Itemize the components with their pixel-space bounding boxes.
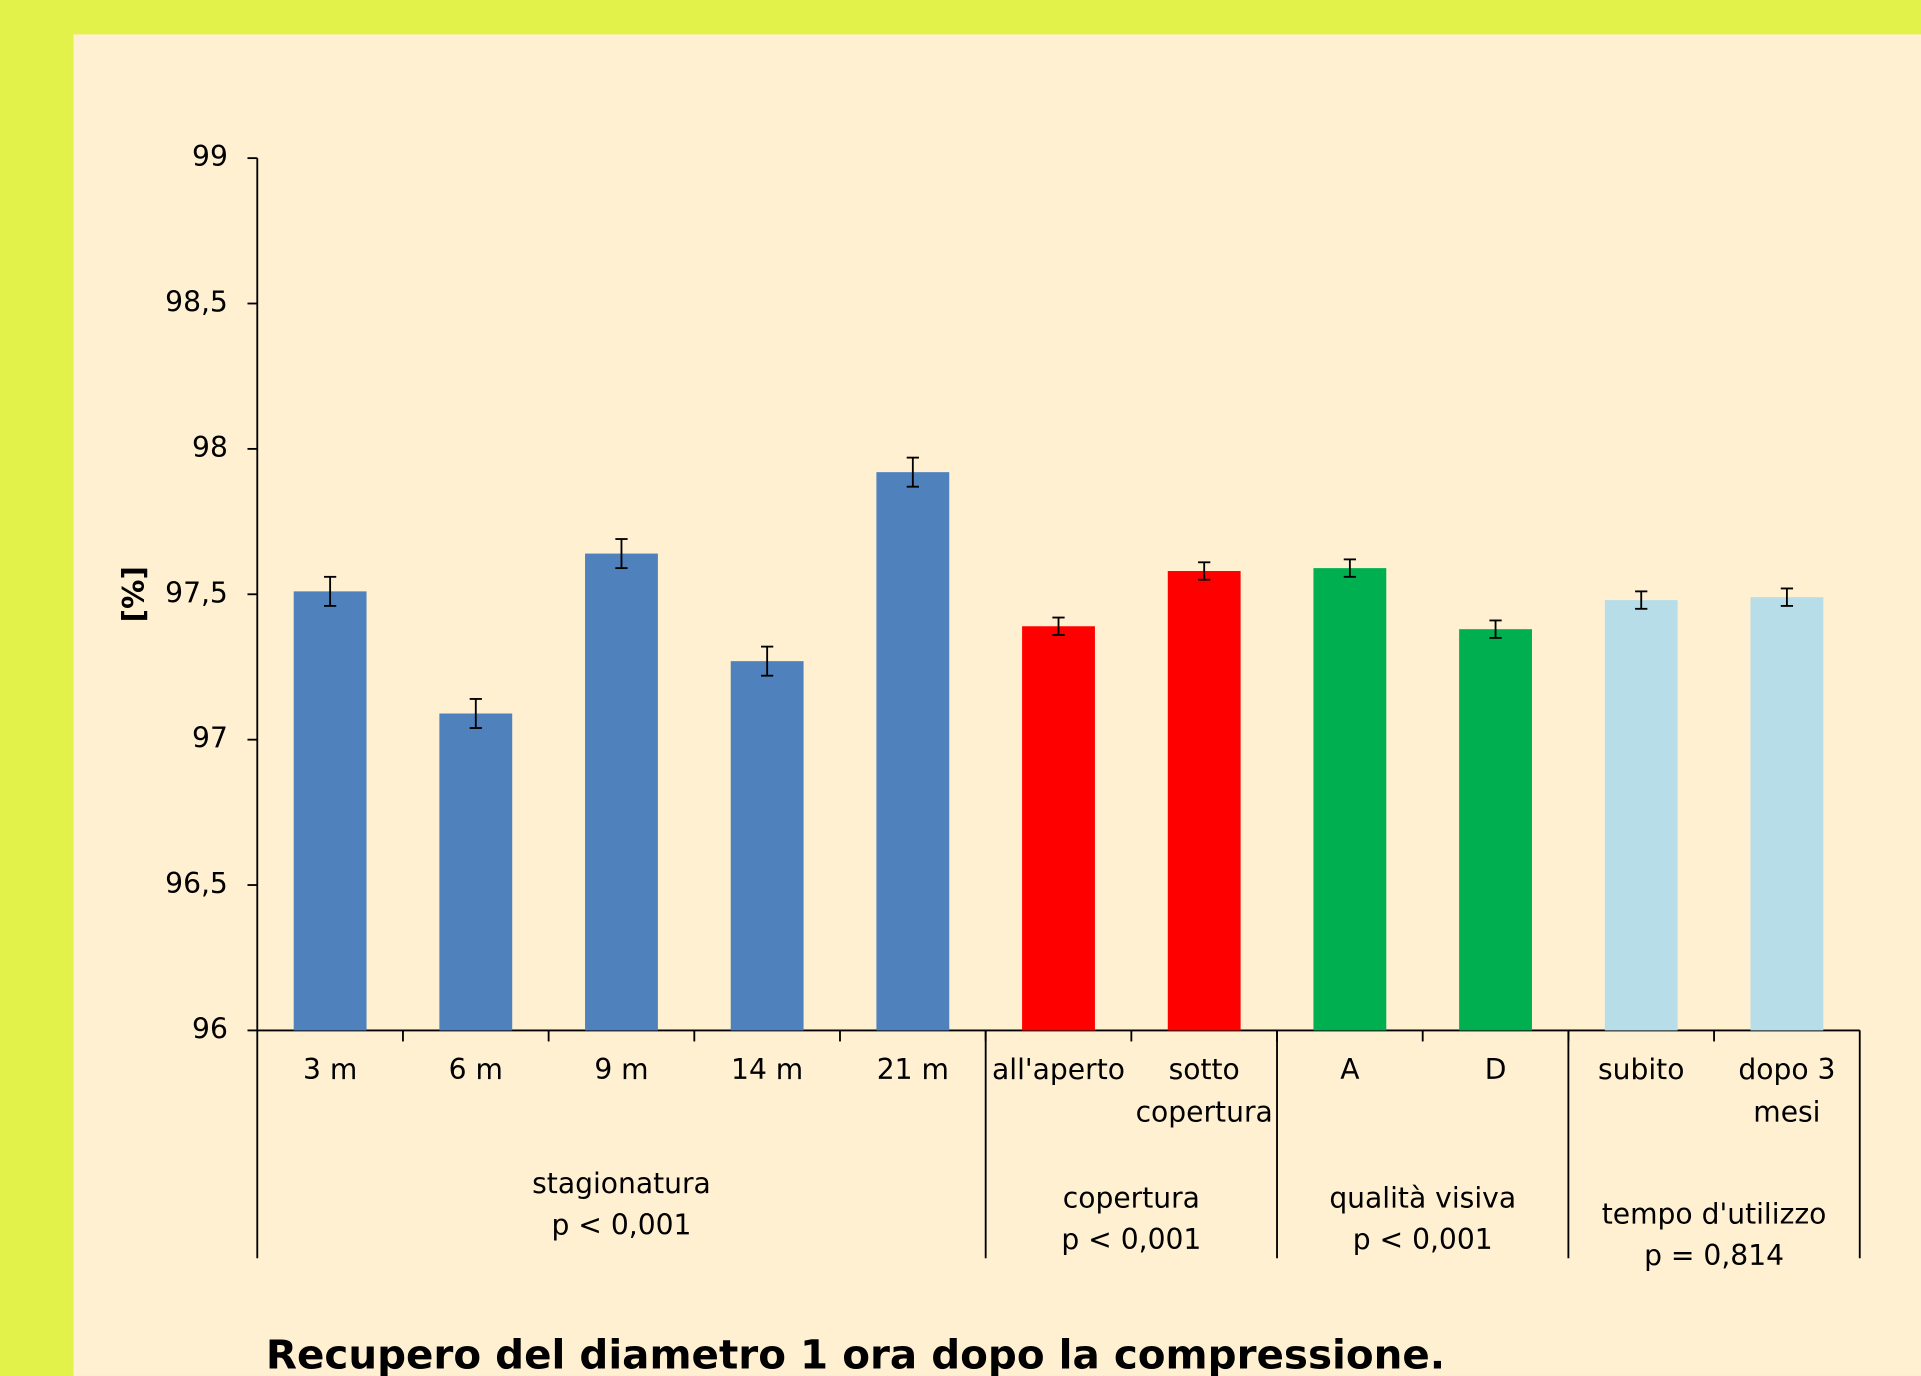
group-label: tempo d'utilizzo <box>1602 1197 1827 1230</box>
group-note: p < 0,001 <box>1353 1223 1493 1256</box>
error-bar <box>323 575 337 607</box>
group-note: p = 0,814 <box>1644 1239 1784 1272</box>
bar <box>1022 626 1095 1031</box>
error-bar <box>1780 587 1794 607</box>
bar <box>876 472 950 1031</box>
x-tick-label: dopo 3 mesi <box>1738 1053 1835 1129</box>
bar <box>1167 571 1241 1031</box>
error-bar <box>1343 558 1356 578</box>
error-bar <box>615 538 628 570</box>
error-bar <box>1489 619 1502 639</box>
y-tick-label: 97,5 <box>165 576 228 609</box>
bar <box>293 591 367 1031</box>
bar <box>730 661 804 1031</box>
group-label: copertura <box>1063 1181 1200 1214</box>
group-note: p < 0,001 <box>1061 1223 1201 1256</box>
group-label: qualità visiva <box>1329 1181 1516 1214</box>
group-note: p < 0,001 <box>551 1208 691 1241</box>
chart-title: Recupero del diametro 1 ora dopo la comp… <box>266 1331 1445 1376</box>
x-tick-label: 21 m <box>877 1053 949 1086</box>
y-tick-label: 96 <box>192 1012 228 1045</box>
error-bar <box>1052 616 1065 636</box>
bar <box>439 713 513 1031</box>
bar <box>1604 600 1678 1031</box>
y-tick-label: 96,5 <box>165 867 228 900</box>
y-axis-label: [%] <box>116 566 150 622</box>
group-label: stagionatura <box>532 1167 711 1200</box>
y-tick-label: 99 <box>192 140 228 173</box>
error-bar <box>761 645 774 677</box>
x-tick-label: 3 m <box>303 1053 357 1086</box>
y-tick-label: 98 <box>192 431 228 464</box>
y-tick-label: 97 <box>192 722 228 755</box>
x-tick-label: A <box>1340 1053 1360 1086</box>
x-tick-label: 14 m <box>731 1053 803 1086</box>
x-tick-label: 9 m <box>594 1053 648 1086</box>
error-bar <box>469 698 482 729</box>
y-tick-label: 98,5 <box>165 286 228 319</box>
bar <box>585 553 658 1031</box>
x-tick-label: all'aperto <box>992 1053 1125 1086</box>
x-tick-label: subito <box>1598 1053 1684 1086</box>
error-bar <box>906 456 919 488</box>
bar <box>1750 597 1824 1031</box>
error-bar <box>1198 561 1211 581</box>
error-bar <box>1635 590 1648 610</box>
x-tick-label: D <box>1485 1053 1507 1086</box>
x-tick-label: 6 m <box>449 1053 503 1086</box>
x-tick-label: sotto copertura <box>1136 1053 1273 1129</box>
bar <box>1459 629 1532 1031</box>
bar <box>1313 568 1387 1031</box>
